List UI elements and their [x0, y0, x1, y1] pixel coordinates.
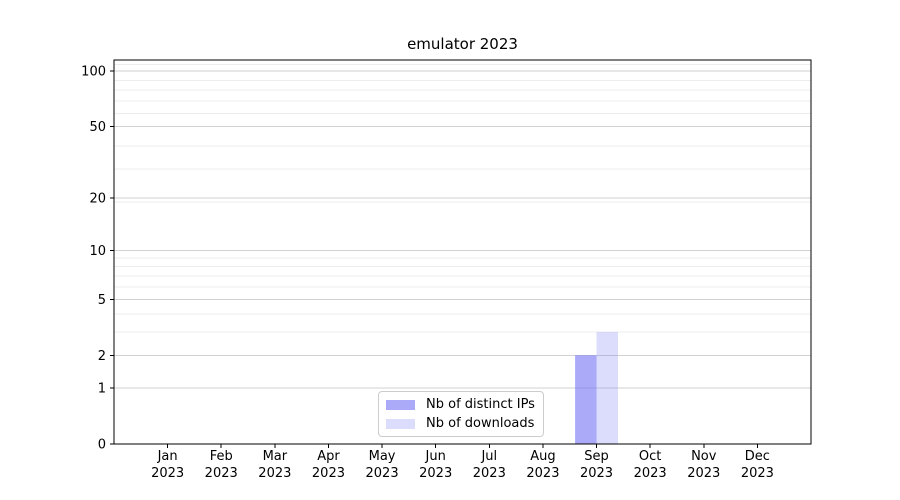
x-tick-label: Mar 2023 — [258, 449, 291, 481]
y-tick-label: 100 — [81, 65, 106, 80]
plot-border — [113, 59, 812, 445]
x-tick-label: Apr 2023 — [312, 449, 345, 481]
y-tick-label: 1 — [98, 382, 106, 397]
y-tick-label: 50 — [89, 120, 106, 135]
legend-swatch-distinct-ips — [386, 399, 415, 410]
legend-swatch-downloads — [386, 418, 415, 429]
bar-sep-series0 — [575, 355, 597, 444]
chart-title: emulator 2023 — [407, 35, 518, 53]
x-tick-label: Jul 2023 — [473, 449, 506, 481]
x-tick-label: Jun 2023 — [419, 449, 452, 481]
x-tick-label: Dec 2023 — [741, 449, 774, 481]
x-tick-label: Feb 2023 — [205, 449, 238, 481]
legend-item: Nb of distinct IPs — [386, 397, 543, 412]
x-tick-label: Jan 2023 — [151, 449, 184, 481]
x-tick-label: May 2023 — [366, 449, 399, 481]
legend-item: Nb of downloads — [386, 416, 543, 431]
x-tick-label: Aug 2023 — [526, 449, 559, 481]
x-tick-label: Sep 2023 — [580, 449, 613, 481]
y-tick-label: 5 — [98, 293, 106, 308]
bar-sep-series1 — [596, 332, 618, 444]
y-tick-label: 0 — [98, 438, 106, 453]
x-tick-label: Oct 2023 — [634, 449, 667, 481]
x-tick-label: Nov 2023 — [687, 449, 720, 481]
y-tick-label: 20 — [89, 192, 106, 207]
legend-label-distinct-ips: Nb of distinct IPs — [426, 397, 535, 412]
y-tick-label: 10 — [89, 244, 106, 259]
legend-label-downloads: Nb of downloads — [426, 416, 535, 431]
legend: Nb of distinct IPs Nb of downloads — [378, 391, 544, 437]
y-tick-label: 2 — [98, 349, 106, 364]
